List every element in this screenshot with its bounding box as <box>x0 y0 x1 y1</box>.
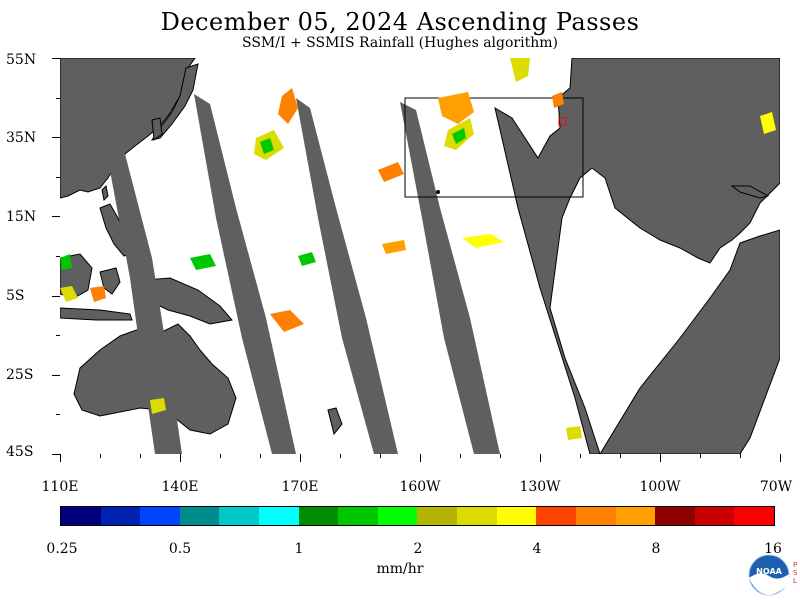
colorbar-swatch <box>575 507 616 525</box>
lat-label-45s: 45S <box>6 444 34 460</box>
page-title: December 05, 2024 Ascending Passes <box>160 8 640 36</box>
colorbar-swatch <box>61 507 101 525</box>
axis-tick <box>740 454 741 458</box>
swath-gap-4 <box>400 102 500 454</box>
land-japan <box>150 63 199 141</box>
page-subtitle: SSM/I + SSMIS Rainfall (Hughes algorithm… <box>242 35 558 51</box>
land-taiwan <box>101 184 109 202</box>
axis-tick <box>620 454 621 458</box>
axis-tick <box>580 454 581 458</box>
colorbar-units: mm/hr <box>376 561 424 577</box>
colorbar-label-8: 8 <box>651 541 661 557</box>
axis-tick <box>380 454 381 458</box>
axis-tick <box>52 375 60 376</box>
colorbar-label-0-5: 0.5 <box>168 541 192 557</box>
axis-tick <box>700 454 701 458</box>
axis-tick <box>52 454 60 455</box>
axis-tick <box>220 454 221 458</box>
swath-gap-1 <box>105 144 182 454</box>
axis-tick <box>500 454 501 458</box>
lon-label-70w: 70W <box>759 479 793 495</box>
colorbar-label-0-25: 0.25 <box>46 541 78 557</box>
colorbar-swatch <box>536 507 576 525</box>
map-canvas <box>60 58 780 454</box>
axis-tick <box>540 454 541 462</box>
lon-label-100w: 100W <box>639 479 681 495</box>
noaa-logo-icon: NOAA <box>748 554 790 596</box>
axis-tick <box>660 454 661 462</box>
colorbar-swatch <box>457 507 497 525</box>
axis-tick <box>56 335 60 336</box>
swath-gap-2 <box>194 94 296 454</box>
lat-label-55n: 55N <box>6 52 37 68</box>
lat-label-5s: 5S <box>6 288 25 304</box>
axis-tick <box>300 454 301 462</box>
axis-tick <box>56 98 60 99</box>
lat-label-35n: 35N <box>6 130 37 146</box>
rainfall-map <box>60 58 780 454</box>
colorbar-swatch <box>259 507 299 525</box>
axis-tick <box>56 414 60 415</box>
axis-tick <box>340 454 341 458</box>
colorbar-label-2: 2 <box>413 541 423 557</box>
axis-tick <box>56 177 60 178</box>
colorbar-swatch <box>100 507 141 525</box>
swath-gap-3 <box>296 98 398 454</box>
land-new-guinea <box>144 277 233 325</box>
land-cuba <box>730 185 770 199</box>
axis-tick <box>100 454 101 458</box>
lon-label-110e: 110E <box>41 479 79 495</box>
colorbar-swatch <box>140 507 180 525</box>
colorbar-swatch <box>694 507 735 525</box>
axis-tick <box>780 454 781 462</box>
colorbar-swatch <box>219 507 260 525</box>
axis-tick <box>52 137 60 138</box>
land-south-america <box>599 229 780 454</box>
axis-tick <box>52 58 60 59</box>
region-box <box>404 97 584 198</box>
axis-tick <box>420 454 421 462</box>
lon-label-160w: 160W <box>399 479 441 495</box>
lon-label-170e: 170E <box>281 479 319 495</box>
logo-side-text: PSL <box>793 561 798 585</box>
colorbar-label-4: 4 <box>532 541 542 557</box>
land-sulawesi <box>99 267 121 295</box>
axis-tick <box>260 454 261 458</box>
colorbar-swatch <box>655 507 695 525</box>
colorbar-label-16: 16 <box>764 541 782 557</box>
colorbar-swatch <box>338 507 378 525</box>
land-north-america <box>494 58 780 454</box>
lat-label-25s: 25S <box>6 367 34 383</box>
logo-text: NOAA <box>756 567 782 576</box>
colorbar <box>60 506 775 526</box>
lat-label-15n: 15N <box>6 209 37 225</box>
colorbar-swatch <box>377 507 418 525</box>
colorbar-swatch <box>734 507 774 525</box>
station-marker <box>558 117 567 126</box>
colorbar-swatch <box>615 507 656 525</box>
colorbar-swatch <box>496 507 537 525</box>
axis-tick <box>56 256 60 257</box>
land-korea <box>151 117 163 141</box>
land-java <box>60 307 133 321</box>
colorbar-swatch <box>298 507 339 525</box>
colorbar-swatch <box>417 507 458 525</box>
axis-tick <box>52 296 60 297</box>
land-hawaii <box>436 190 440 194</box>
lon-label-130w: 130W <box>519 479 561 495</box>
rainfall-patches <box>60 58 776 440</box>
axis-tick <box>52 216 60 217</box>
colorbar-label-1: 1 <box>294 541 304 557</box>
lon-label-140e: 140E <box>161 479 199 495</box>
colorbar-swatch <box>179 507 220 525</box>
axis-tick <box>460 454 461 458</box>
land-new-zealand <box>327 407 343 436</box>
axis-tick <box>140 454 141 458</box>
axis-tick <box>60 454 61 462</box>
axis-tick <box>180 454 181 462</box>
